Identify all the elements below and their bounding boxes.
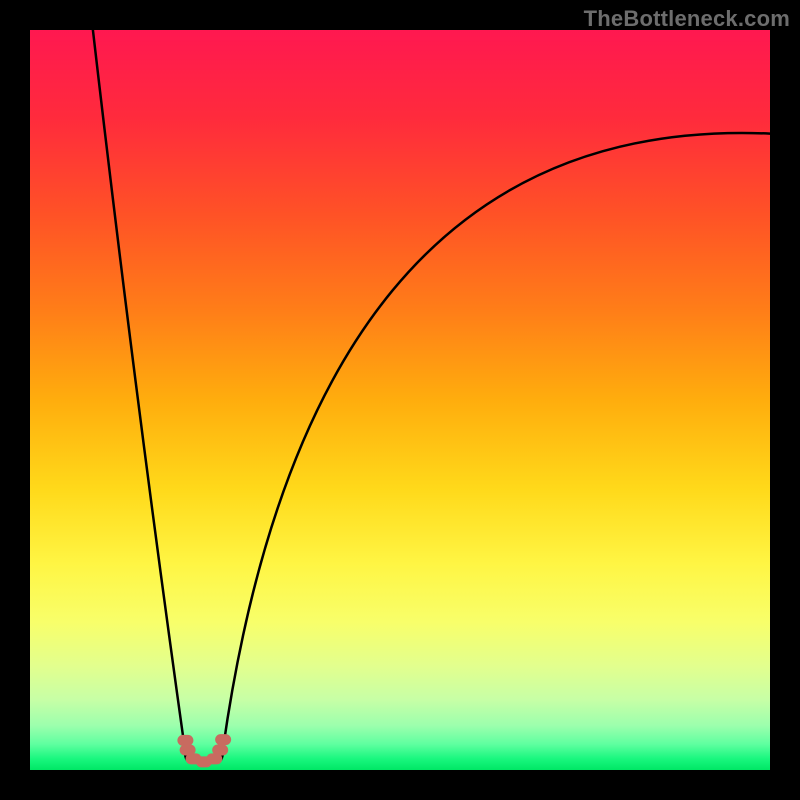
notch-marker: [177, 735, 193, 746]
chart-container: TheBottleneck.com: [0, 0, 800, 800]
watermark-text: TheBottleneck.com: [584, 6, 790, 32]
notch-marker: [215, 734, 231, 745]
chart-gradient-background: [30, 30, 770, 770]
notch-marker: [212, 745, 228, 756]
bottleneck-curve-chart: [0, 0, 800, 800]
